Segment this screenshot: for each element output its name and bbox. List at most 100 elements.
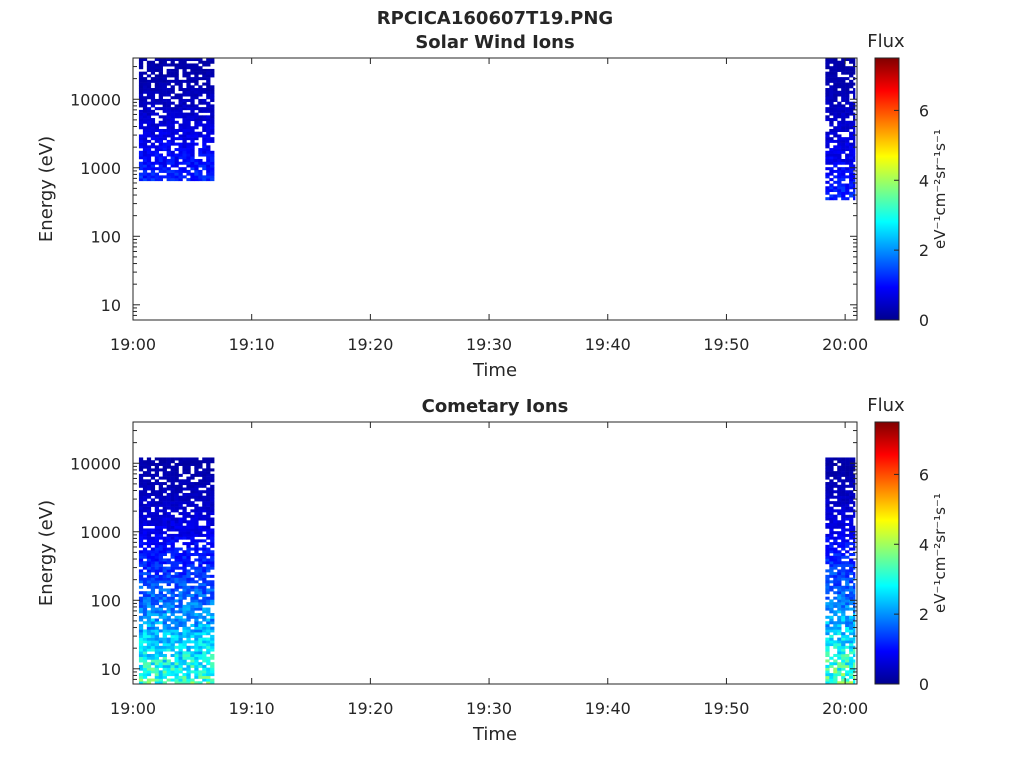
spectrogram-cell	[162, 145, 167, 149]
spectrogram-cell	[829, 533, 834, 537]
spectrogram-cell	[841, 678, 846, 682]
spectrogram-cell	[158, 670, 163, 674]
spectrogram-cell	[829, 566, 834, 570]
spectrogram-cell	[845, 128, 850, 132]
spectrogram-cell	[186, 120, 191, 124]
spectrogram-cell	[158, 484, 163, 488]
spectrogram-cell	[142, 656, 148, 660]
spectrogram-cell	[174, 547, 179, 551]
colorbar-tick-label: 2	[919, 241, 929, 260]
spectrogram-cell	[190, 490, 195, 494]
spectrogram-cell	[142, 490, 148, 494]
spectrogram-cell	[170, 621, 175, 625]
spectrogram-cell	[841, 615, 846, 619]
spectrogram-cell	[178, 593, 183, 597]
spectrogram-cell	[825, 640, 830, 644]
spectrogram-cell	[166, 484, 171, 488]
spectrogram-cell	[186, 479, 191, 483]
spectrogram-cell	[853, 191, 856, 195]
y-tick-label: 1000	[80, 523, 121, 542]
spectrogram-cell	[158, 604, 163, 608]
spectrogram-cell	[845, 596, 850, 600]
spectrogram-cell	[210, 71, 215, 75]
spectrogram-cell	[841, 673, 846, 677]
spectrogram-cell	[853, 90, 856, 94]
spectrogram-cell	[841, 632, 846, 636]
spectrogram-cell	[849, 506, 854, 510]
spectrogram-cell	[194, 544, 199, 548]
spectrogram-cell	[841, 197, 846, 201]
spectrogram-cell	[174, 137, 179, 141]
spectrogram-cell	[202, 468, 207, 472]
cometary-ions-panel: Cometary Ions 19:00 19:10 19:20 19:30 19:40 1…	[36, 395, 949, 745]
spectrogram-cell	[146, 626, 152, 630]
spectrogram-cell	[190, 178, 195, 182]
spectrogram-cell	[198, 632, 203, 636]
spectrogram-cell	[190, 615, 195, 619]
spectrogram-cell	[162, 482, 167, 486]
spectrogram-cell	[162, 626, 167, 630]
spectrogram-cell	[170, 520, 175, 524]
spectrogram-cell	[146, 553, 152, 557]
spectrogram-cell	[206, 583, 211, 587]
spectrogram-cell	[841, 533, 846, 537]
spectrogram-cell	[162, 98, 167, 102]
spectrogram-cell	[174, 175, 179, 179]
spectrogram-cell	[146, 536, 152, 540]
colorbar-label: eV⁻¹cm⁻²sr⁻¹s⁻¹	[931, 129, 949, 249]
spectrogram-cell	[833, 653, 838, 658]
spectrogram-cell	[150, 637, 156, 641]
spectrogram-cell	[210, 468, 215, 472]
spectrogram-cell	[829, 501, 834, 505]
spectrogram-cell	[206, 60, 211, 64]
spectrogram-cell	[206, 542, 211, 546]
spectrogram-cell	[190, 172, 195, 176]
spectrogram-cell	[837, 142, 842, 146]
spectrogram-cell	[190, 495, 195, 499]
spectrogram-cell	[206, 645, 211, 649]
spectrogram-cell	[841, 175, 846, 179]
spectrogram-cell	[190, 161, 195, 165]
spectrogram-cell	[150, 613, 156, 617]
spectrogram-cell	[833, 85, 838, 89]
spectrogram-cell	[206, 137, 211, 141]
spectrogram-cell	[841, 172, 846, 176]
spectrogram-cell	[174, 566, 179, 570]
spectrogram-cell	[829, 492, 834, 496]
spectrogram-cell	[158, 178, 163, 182]
spectrogram-cell	[198, 482, 203, 486]
spectrogram-cell	[138, 501, 144, 505]
spectrogram-cell	[166, 520, 171, 524]
spectrogram-cell	[190, 167, 195, 171]
spectrogram-cell	[154, 68, 160, 72]
spectrogram-cell	[829, 561, 834, 565]
spectrogram-cell	[825, 615, 830, 619]
spectrogram-cell	[158, 585, 163, 589]
spectrogram-cell	[829, 93, 834, 97]
spectrogram-cell	[190, 533, 195, 537]
spectrogram-cell	[154, 596, 160, 600]
spectrogram-cell	[182, 71, 187, 75]
spectrogram-cell	[829, 637, 834, 641]
spectrogram-cell	[849, 577, 854, 581]
spectrogram-cell	[825, 664, 830, 668]
spectrogram-cell	[190, 632, 195, 636]
spectrogram-cell	[186, 115, 191, 119]
spectrogram-cell	[174, 484, 179, 488]
spectrogram-cell	[138, 509, 144, 513]
spectrogram-cell	[150, 653, 156, 658]
spectrogram-cell	[142, 71, 148, 75]
spectrogram-cell	[170, 607, 175, 611]
spectrogram-cell	[837, 85, 842, 89]
spectrogram-cell	[182, 107, 187, 111]
spectrogram-cell	[202, 175, 207, 179]
spectrogram-cell	[166, 148, 171, 152]
spectrogram-cell	[845, 96, 850, 100]
spectrogram-cell	[170, 563, 175, 567]
spectrogram-cell	[154, 525, 160, 529]
spectrogram-cell	[142, 82, 148, 86]
spectrogram-cell	[178, 533, 183, 537]
spectrogram-cell	[162, 525, 167, 529]
spectrogram-cell	[138, 651, 144, 655]
spectrogram-cell	[138, 88, 144, 92]
